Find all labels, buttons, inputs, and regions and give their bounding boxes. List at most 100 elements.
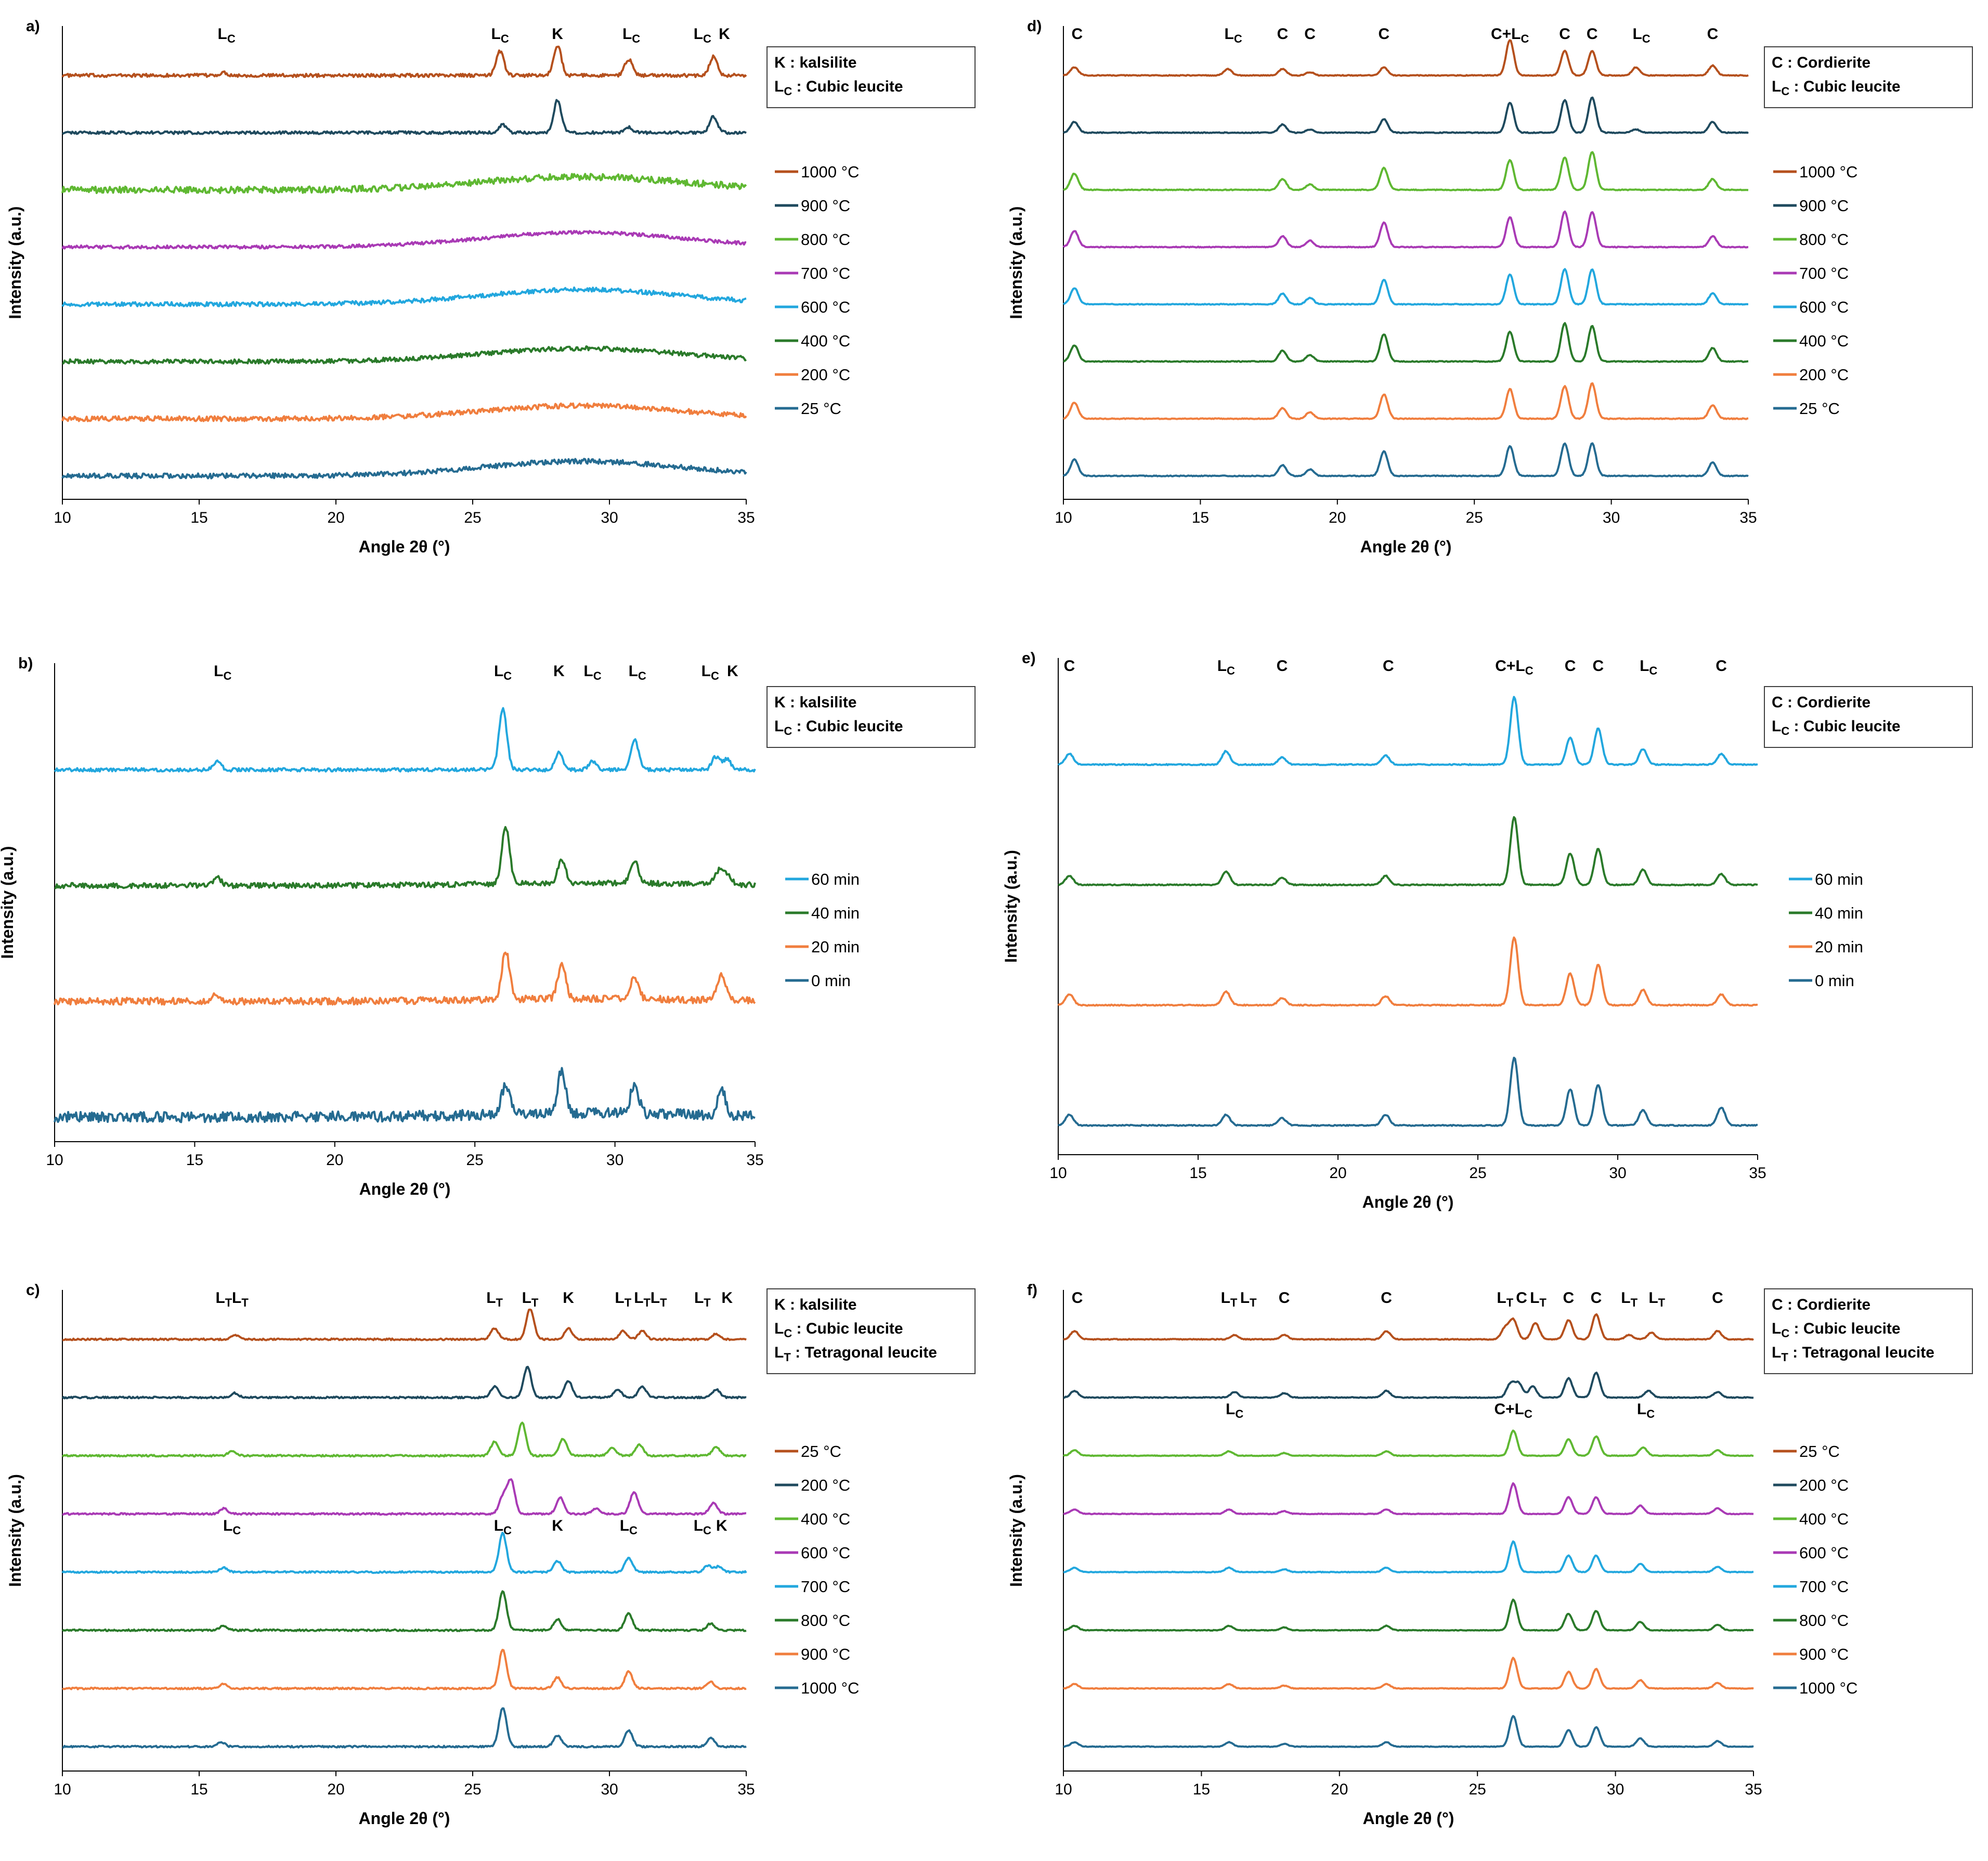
x-tick-label: 20: [1329, 509, 1346, 526]
panel-b: b) 10 15 20 25 30 35 Angle 2θ (°) Intensity (a.u…: [0, 655, 976, 1198]
phase-legend-entry: LC : Cubic leucite: [774, 78, 903, 98]
peak-annotation: LC: [629, 663, 646, 682]
series-line-800-c: [1062, 1598, 1754, 1632]
legend-label: 40 min: [1815, 904, 1863, 922]
series-line-700-c: [61, 1532, 747, 1574]
panel-e: e) 10 15 20 25 30 35 Angle 2θ (°) Intensity (a.u…: [1002, 650, 1973, 1211]
peak-annotation: C: [1072, 1289, 1083, 1307]
x-axis-title: Angle 2θ (°): [359, 1809, 450, 1828]
x-tick-label: 20: [1331, 1781, 1348, 1798]
x-tick-label: 15: [190, 1781, 207, 1798]
series-line-25-c: [1062, 442, 1749, 477]
peak-annotation: LT: [215, 1289, 232, 1309]
legend-label: 25 °C: [801, 399, 841, 418]
series-line-600-c: [61, 286, 747, 307]
series-line-400-c: [61, 1421, 747, 1458]
peak-annotation: C: [1279, 1289, 1290, 1307]
series-line-20-min: [54, 951, 756, 1006]
peak-annotation: LC: [1632, 25, 1650, 45]
peak-annotation: C+LC: [1491, 25, 1529, 45]
series-line-1000-c: [1063, 1715, 1754, 1748]
legend-label: 400 °C: [801, 332, 850, 350]
series-line-200-c: [61, 1365, 747, 1400]
legend-label: 700 °C: [1799, 1578, 1849, 1596]
x-tick-label: 20: [327, 1781, 344, 1798]
series-line-400-c: [62, 345, 747, 365]
x-axis-title: Angle 2θ (°): [359, 537, 450, 556]
phase-legend-entry: C : Cordierite: [1772, 1296, 1870, 1313]
series-line-25-c: [62, 1308, 747, 1341]
series-line-400-c: [1063, 1429, 1754, 1457]
peak-annotation: LT: [694, 1289, 711, 1309]
x-tick-label: 10: [54, 509, 71, 526]
peak-annotation: K: [727, 663, 738, 680]
x-tick-label: 15: [1189, 1165, 1206, 1182]
peak-annotation: C: [1064, 657, 1075, 675]
x-tick-label: 10: [1055, 1781, 1072, 1798]
legend-label: 900 °C: [1799, 197, 1849, 215]
legend-label: 200 °C: [801, 366, 850, 384]
phase-legend-entry: LC : Cubic leucite: [1772, 1320, 1901, 1340]
peak-annotation: LC: [494, 663, 512, 682]
peak-annotation: K: [719, 25, 730, 43]
peak-annotation: C: [1707, 25, 1719, 43]
series-line-700-c: [1063, 1540, 1753, 1574]
phase-legend-box: [766, 686, 976, 748]
peak-annotation: C: [1587, 25, 1598, 43]
x-tick-label: 15: [186, 1152, 203, 1169]
x-tick-label: 15: [1193, 1781, 1210, 1798]
series-line-800-c: [61, 173, 747, 195]
x-tick-label: 20: [1329, 1165, 1346, 1182]
phase-legend-entry: C : Cordierite: [1772, 694, 1870, 711]
panel-label: f): [1027, 1282, 1037, 1299]
panel-d: d) 10 15 20 25 30 35 Angle 2θ (°) Intensity (a.u…: [1007, 18, 1973, 556]
peak-annotation: LC: [694, 25, 711, 45]
peak-annotation: C: [1716, 657, 1727, 675]
peak-annotation: LC: [1637, 1401, 1655, 1420]
peak-annotation: LT: [1240, 1289, 1257, 1309]
panel-f: f) 10 15 20 25 30 35 Angle 2θ (°) Intensity (a.u…: [1007, 1282, 1973, 1828]
x-tick-label: 25: [464, 509, 481, 526]
peak-annotation: C+LC: [1495, 657, 1534, 677]
legend-label: 800 °C: [1799, 230, 1849, 249]
peak-annotation: LT: [522, 1289, 539, 1309]
peak-annotation: LC: [622, 25, 640, 45]
series-line-600-c: [62, 1478, 747, 1516]
peak-annotation: C: [1593, 657, 1604, 675]
legend-label: 1000 °C: [801, 1679, 859, 1697]
series-line-900-c: [1063, 96, 1749, 134]
peak-annotation: C: [1304, 25, 1316, 43]
series-line-900-c: [61, 99, 747, 135]
legend-label: 25 °C: [801, 1442, 841, 1461]
legend-label: 25 °C: [1799, 1442, 1840, 1461]
peak-annotation: LC: [620, 1517, 638, 1537]
x-axis-title: Angle 2θ (°): [1360, 537, 1452, 556]
legend-label: 25 °C: [1799, 399, 1840, 418]
phase-legend-entry: LT : Tetragonal leucite: [774, 1344, 937, 1364]
legend-label: 600 °C: [801, 1544, 850, 1562]
phase-legend-entry: K : kalsilite: [774, 694, 856, 711]
x-axis-title: Angle 2θ (°): [1362, 1193, 1454, 1211]
y-axis-title: Intensity (a.u.): [1007, 1474, 1025, 1587]
panel-label: b): [18, 655, 33, 672]
legend-label: 800 °C: [1799, 1611, 1849, 1630]
series-line-600-c: [1062, 268, 1748, 306]
x-tick-label: 25: [1469, 1781, 1486, 1798]
legend-label: 800 °C: [801, 1611, 850, 1630]
legend-label: 400 °C: [1799, 332, 1849, 350]
peak-annotation: LC: [214, 663, 231, 682]
series-line-1000-c: [1062, 39, 1749, 77]
legend-label: 20 min: [811, 938, 860, 956]
peak-annotation: LC: [223, 1517, 241, 1537]
legend-label: 0 min: [811, 972, 851, 990]
legend-label: 200 °C: [801, 1476, 850, 1494]
legend-label: 1000 °C: [801, 163, 859, 181]
phase-legend-entry: C : Cordierite: [1772, 54, 1870, 71]
series-line-800-c: [1063, 151, 1749, 191]
peak-annotation: C: [1381, 1289, 1392, 1307]
series-line-700-c: [61, 230, 747, 250]
legend-label: 1000 °C: [1799, 1679, 1857, 1697]
peak-annotation: LC: [694, 1517, 711, 1537]
peak-annotation: LC: [583, 663, 601, 682]
